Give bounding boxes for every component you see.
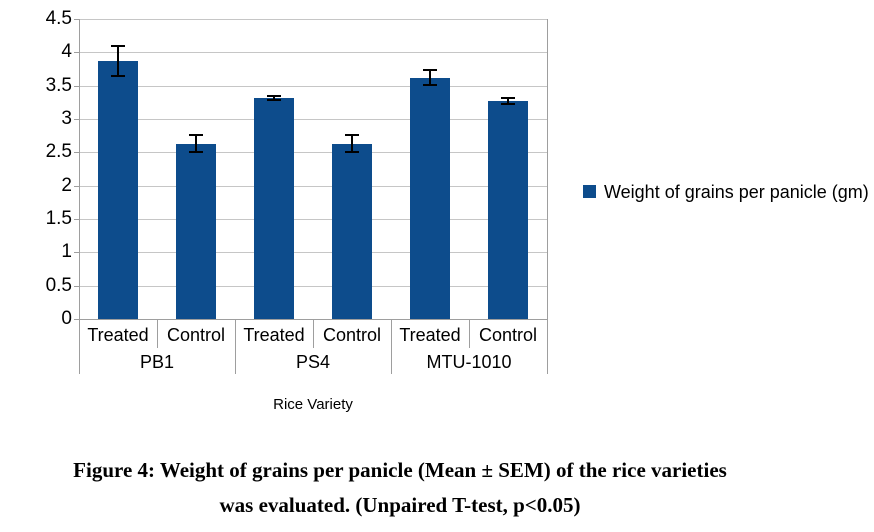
- y-axis-tick: [74, 52, 79, 53]
- bar: [254, 98, 294, 319]
- bar: [332, 143, 372, 319]
- error-bar: [429, 70, 431, 85]
- legend-color-swatch: [583, 185, 596, 198]
- cell-separator: [157, 319, 158, 348]
- figure-caption: Figure 4: Weight of grains per panicle (…: [10, 453, 790, 523]
- y-axis-tick: [74, 19, 79, 20]
- group-label: MTU-1010: [426, 352, 512, 372]
- gridline: [79, 152, 547, 153]
- bar: [488, 101, 528, 319]
- bar: [410, 77, 450, 319]
- error-bar-cap-top: [501, 97, 515, 100]
- gridline: [79, 219, 547, 220]
- y-tick-label: 4: [61, 41, 72, 62]
- legend-series-label: Weight of grains per panicle (gm): [604, 182, 869, 202]
- y-axis-tick: [74, 252, 79, 253]
- error-bar: [351, 135, 353, 153]
- category-label: Control: [166, 325, 226, 345]
- cell-separator: [469, 319, 470, 348]
- bar-chart-plot: 0 0.5 1 1.5 2 2.5 3 3.5 4 4.5 Treated Control Treate…: [45, 8, 548, 374]
- legend: Weight of grains per panicle (gm): [583, 181, 874, 204]
- error-bar-cap-top: [423, 69, 437, 72]
- y-tick-label: 0: [61, 308, 72, 329]
- gridline: [79, 119, 547, 120]
- y-axis-tick: [74, 186, 79, 187]
- y-axis-tick: [74, 286, 79, 287]
- error-bar-cap-top: [111, 45, 125, 48]
- error-bar: [117, 46, 119, 76]
- error-bar: [273, 96, 275, 101]
- category-label: Control: [322, 325, 382, 345]
- error-bar-cap-bottom: [189, 151, 203, 154]
- group-separator: [235, 319, 236, 374]
- y-tick-label: 0.5: [45, 275, 72, 296]
- error-bar-cap-bottom: [111, 74, 125, 77]
- category-label: Treated: [399, 325, 461, 345]
- gridline: [79, 186, 547, 187]
- cell-separator: [313, 319, 314, 348]
- bar: [98, 61, 138, 319]
- error-bar-cap-top: [267, 95, 281, 98]
- category-label: Control: [478, 325, 538, 345]
- y-axis-line: [79, 19, 80, 374]
- y-tick-label: 3: [61, 108, 72, 129]
- group-label: PS4: [295, 352, 331, 372]
- gridline: [79, 19, 547, 20]
- y-tick-label: 1.5: [45, 208, 72, 229]
- error-bar-cap-bottom: [345, 151, 359, 154]
- y-axis-tick: [74, 152, 79, 153]
- gridline: [79, 52, 547, 53]
- gridline: [79, 286, 547, 287]
- error-bar-cap-top: [189, 134, 203, 136]
- y-tick-label: 1: [61, 241, 72, 262]
- caption-line-2: was evaluated. (Unpaired T-test, p<0.05): [219, 493, 581, 517]
- y-axis-tick: [74, 86, 79, 87]
- error-bar: [507, 98, 509, 104]
- group-separator: [391, 319, 392, 374]
- group-label: PB1: [139, 352, 175, 372]
- y-axis-tick: [74, 119, 79, 120]
- error-bar-cap-bottom: [501, 102, 515, 105]
- error-bar-cap-bottom: [267, 99, 281, 102]
- y-tick-label: 2: [61, 175, 72, 196]
- gridline: [79, 252, 547, 253]
- y-tick-label: 4.5: [45, 8, 72, 29]
- y-axis-tick: [74, 219, 79, 220]
- category-label: Treated: [87, 325, 149, 345]
- y-tick-label: 2.5: [45, 141, 72, 162]
- error-bar: [195, 135, 197, 153]
- bar: [176, 143, 216, 319]
- error-bar-cap-bottom: [423, 84, 437, 86]
- category-label: Treated: [243, 325, 305, 345]
- caption-line-1: Figure 4: Weight of grains per panicle (…: [73, 458, 727, 482]
- plot-right-border: [547, 19, 548, 374]
- y-axis-tick: [74, 319, 79, 320]
- y-tick-label: 3.5: [45, 75, 72, 96]
- gridline: [79, 86, 547, 87]
- x-axis-title: Rice Variety: [273, 396, 353, 413]
- error-bar-cap-top: [345, 134, 359, 136]
